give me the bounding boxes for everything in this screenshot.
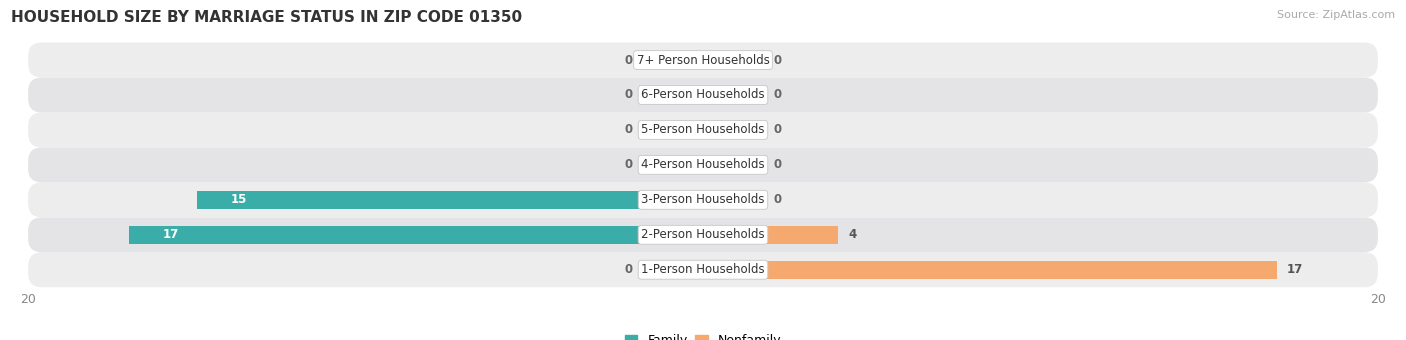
Legend: Family, Nonfamily: Family, Nonfamily <box>620 329 786 340</box>
Bar <box>703 261 1277 279</box>
Text: 4-Person Households: 4-Person Households <box>641 158 765 171</box>
Bar <box>643 86 703 104</box>
Bar <box>643 51 703 69</box>
FancyBboxPatch shape <box>28 182 1378 217</box>
Bar <box>643 121 703 139</box>
FancyBboxPatch shape <box>28 113 1378 148</box>
Bar <box>197 191 703 209</box>
Text: Source: ZipAtlas.com: Source: ZipAtlas.com <box>1277 10 1395 20</box>
Text: 0: 0 <box>624 88 633 101</box>
Text: 0: 0 <box>773 88 782 101</box>
Text: 0: 0 <box>624 158 633 171</box>
Text: 17: 17 <box>1286 263 1303 276</box>
Bar <box>703 191 763 209</box>
FancyBboxPatch shape <box>28 78 1378 113</box>
Bar <box>703 86 763 104</box>
Text: 0: 0 <box>624 123 633 136</box>
Text: 0: 0 <box>773 53 782 67</box>
Text: 3-Person Households: 3-Person Households <box>641 193 765 206</box>
Text: 7+ Person Households: 7+ Person Households <box>637 53 769 67</box>
FancyBboxPatch shape <box>28 148 1378 182</box>
Bar <box>703 156 763 174</box>
Text: 0: 0 <box>773 158 782 171</box>
Text: 0: 0 <box>624 53 633 67</box>
Text: 0: 0 <box>624 263 633 276</box>
Bar <box>703 51 763 69</box>
Text: HOUSEHOLD SIZE BY MARRIAGE STATUS IN ZIP CODE 01350: HOUSEHOLD SIZE BY MARRIAGE STATUS IN ZIP… <box>11 10 523 25</box>
Bar <box>643 261 703 279</box>
FancyBboxPatch shape <box>28 217 1378 252</box>
Text: 0: 0 <box>773 123 782 136</box>
Text: 15: 15 <box>231 193 247 206</box>
FancyBboxPatch shape <box>28 42 1378 78</box>
Text: 17: 17 <box>163 228 180 241</box>
Text: 5-Person Households: 5-Person Households <box>641 123 765 136</box>
Text: 0: 0 <box>773 193 782 206</box>
Bar <box>129 226 703 244</box>
Bar <box>643 156 703 174</box>
Text: 2-Person Households: 2-Person Households <box>641 228 765 241</box>
Text: 6-Person Households: 6-Person Households <box>641 88 765 101</box>
Bar <box>703 121 763 139</box>
Text: 4: 4 <box>848 228 856 241</box>
Bar <box>703 226 838 244</box>
Text: 1-Person Households: 1-Person Households <box>641 263 765 276</box>
FancyBboxPatch shape <box>28 252 1378 287</box>
